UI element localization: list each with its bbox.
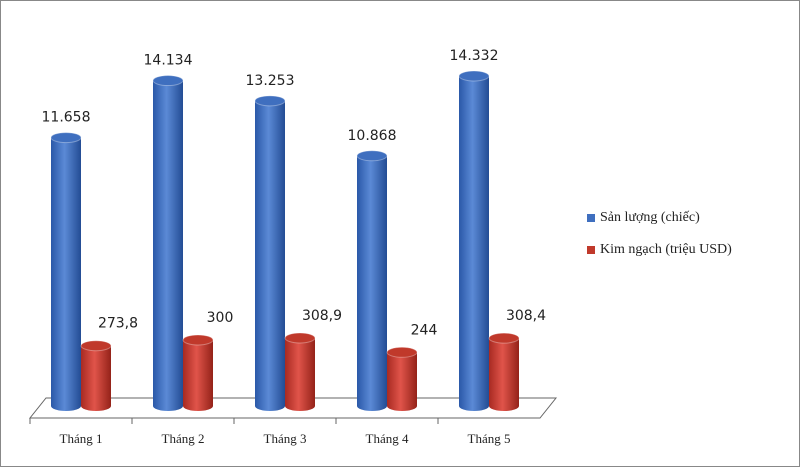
legend-swatch xyxy=(587,214,595,222)
bar xyxy=(488,332,520,411)
data-label: 273,8 xyxy=(98,316,138,332)
bar-body xyxy=(183,339,213,411)
bar xyxy=(80,340,112,411)
bar-top xyxy=(182,334,214,346)
x-tick-label: Tháng 5 xyxy=(468,431,511,446)
bar-top xyxy=(458,70,490,82)
data-label: 13.253 xyxy=(246,73,295,89)
bar-body xyxy=(81,345,111,411)
bar xyxy=(182,334,214,411)
bar-body xyxy=(153,80,183,412)
data-label: 14.332 xyxy=(450,48,499,64)
x-tick-label: Tháng 1 xyxy=(60,431,103,446)
data-label: 10.868 xyxy=(348,128,397,144)
bar-top xyxy=(284,332,316,344)
bar-top xyxy=(50,132,82,144)
legend-label: Sản lượng (chiếc) xyxy=(600,210,700,225)
bar-top xyxy=(152,75,184,87)
data-label: 14.134 xyxy=(144,53,193,69)
data-label: 300 xyxy=(207,310,234,326)
bar-top xyxy=(488,332,520,344)
data-label: 11.658 xyxy=(42,110,91,126)
bar-body xyxy=(255,100,285,411)
bar-body xyxy=(387,352,417,411)
bar xyxy=(152,75,184,412)
bar xyxy=(458,70,490,411)
bar-body xyxy=(51,137,81,411)
data-label: 244 xyxy=(411,322,438,338)
bar xyxy=(356,150,388,411)
bar xyxy=(50,132,82,411)
x-tick-label: Tháng 2 xyxy=(162,431,205,446)
bar-top xyxy=(254,95,286,107)
legend-label: Kim ngạch (triệu USD) xyxy=(600,242,732,257)
x-tick-label: Tháng 3 xyxy=(264,431,307,446)
bar xyxy=(284,332,316,411)
bar xyxy=(386,346,418,411)
bar-body xyxy=(459,76,489,411)
data-label: 308,4 xyxy=(506,308,546,324)
bar-top xyxy=(80,340,112,352)
bar-top xyxy=(386,346,418,358)
bar xyxy=(254,95,286,411)
bar-body xyxy=(285,338,315,411)
bar-top xyxy=(356,150,388,162)
legend-swatch xyxy=(587,246,595,254)
bar-body xyxy=(357,155,387,411)
bar-body xyxy=(489,338,519,411)
data-label: 308,9 xyxy=(302,308,342,324)
x-tick-label: Tháng 4 xyxy=(366,431,409,446)
